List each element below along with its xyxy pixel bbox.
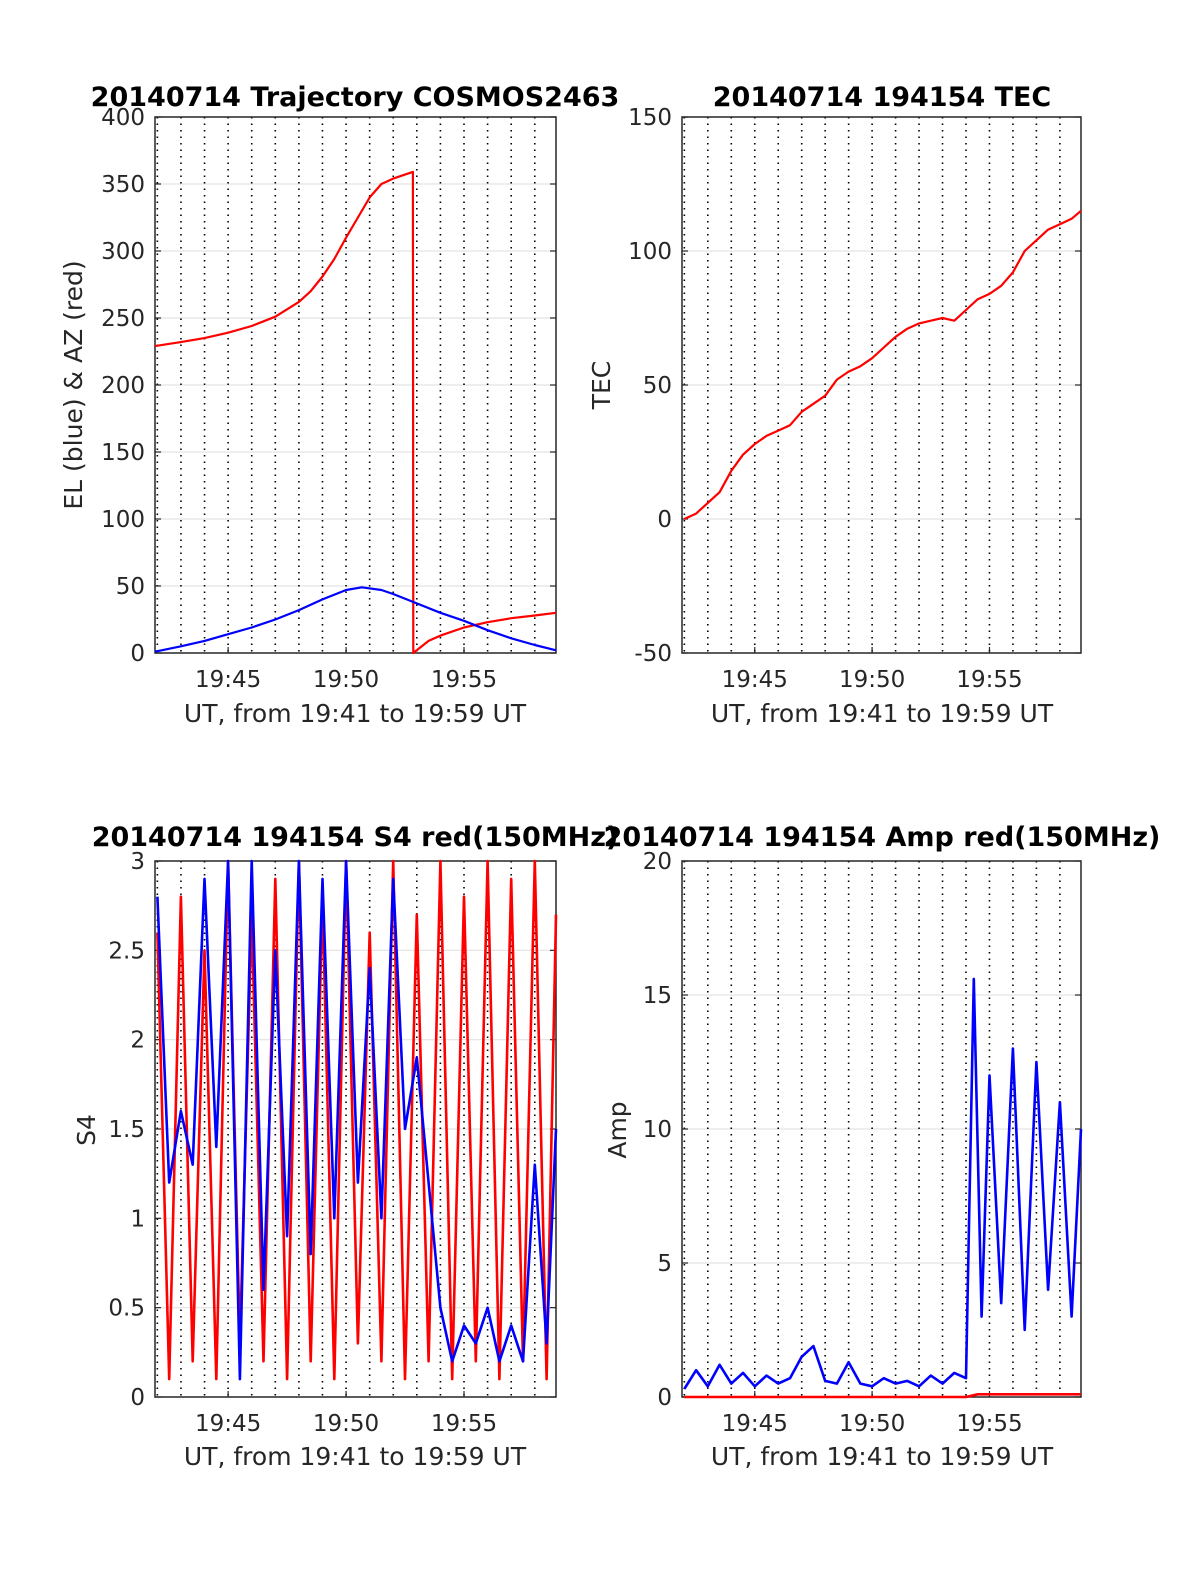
trajectory-ytick-label: 350 xyxy=(101,172,145,198)
amp-ytick-label: 15 xyxy=(643,983,672,1009)
amp-title: 20140714 194154 Amp red(150MHz) xyxy=(604,822,1161,853)
amp-xtick-label: 19:45 xyxy=(722,1411,788,1437)
s4-title: 20140714 194154 S4 red(150MHz) xyxy=(92,822,619,853)
s4-ytick-label: 2 xyxy=(130,1028,145,1054)
s4-series-1-line xyxy=(156,859,558,1381)
s4-panel: 20140714 194154 S4 red(150MHz) UT, from … xyxy=(72,822,618,1471)
amp-x-label: UT, from 19:41 to 19:59 UT xyxy=(711,1442,1054,1471)
amp-ytick-label: 20 xyxy=(643,849,672,875)
tec-title: 20140714 194154 TEC xyxy=(713,82,1052,113)
tec-xtick-label: 19:45 xyxy=(722,667,788,693)
tec-ytick-label: 50 xyxy=(643,373,672,399)
trajectory-series-0-line xyxy=(154,170,557,655)
tec-ytick-label: 0 xyxy=(657,507,672,533)
tec-ytick-label: -50 xyxy=(634,641,672,667)
trajectory-x-label: UT, from 19:41 to 19:59 UT xyxy=(184,699,527,728)
trajectory-ytick-label: 300 xyxy=(101,239,145,265)
trajectory-ytick-label: 200 xyxy=(101,373,145,399)
trajectory-y-label: EL (blue) & AZ (red) xyxy=(59,260,88,509)
trajectory-ytick-label: 150 xyxy=(101,440,145,466)
tec-y-label: TEC xyxy=(587,361,616,411)
trajectory-ytick-label: 100 xyxy=(101,507,145,533)
trajectory-xtick-label: 19:50 xyxy=(313,667,379,693)
amp-y-label: Amp xyxy=(603,1101,632,1158)
tec-series-0-line xyxy=(683,209,1082,521)
amp-xtick-label: 19:55 xyxy=(956,1411,1022,1437)
trajectory-ytick-label: 400 xyxy=(101,105,145,131)
trajectory-xtick-label: 19:45 xyxy=(195,667,261,693)
amp-ytick-label: 10 xyxy=(643,1117,672,1143)
trajectory-ytick-label: 0 xyxy=(130,641,145,667)
s4-ytick-label: 3 xyxy=(130,849,145,875)
amp-series-0-line xyxy=(684,1393,1081,1399)
tec-ytick-label: 150 xyxy=(628,105,672,131)
s4-x-label: UT, from 19:41 to 19:59 UT xyxy=(184,1442,527,1471)
s4-y-label: S4 xyxy=(72,1114,101,1146)
s4-xtick-label: 19:55 xyxy=(431,1411,497,1437)
s4-ytick-label: 1.5 xyxy=(108,1117,145,1143)
amp-ytick-label: 5 xyxy=(657,1251,672,1277)
amp-series-1-line xyxy=(683,977,1083,1390)
trajectory-ytick-label: 250 xyxy=(101,306,145,332)
amp-ytick-label: 0 xyxy=(657,1385,672,1411)
tec-ytick-label: 100 xyxy=(628,239,672,265)
trajectory-series-1-line xyxy=(154,586,557,653)
s4-ytick-label: 1 xyxy=(130,1206,145,1232)
s4-ytick-label: 0.5 xyxy=(108,1296,145,1322)
trajectory-panel: 20140714 Trajectory COSMOS2463 UT, from … xyxy=(59,82,619,728)
s4-xtick-label: 19:50 xyxy=(313,1411,379,1437)
tec-x-label: UT, from 19:41 to 19:59 UT xyxy=(711,699,1054,728)
s4-xtick-label: 19:45 xyxy=(195,1411,261,1437)
s4-ytick-label: 2.5 xyxy=(108,938,145,964)
trajectory-ytick-label: 50 xyxy=(116,574,145,600)
tec-xtick-label: 19:55 xyxy=(956,667,1022,693)
trajectory-xtick-label: 19:55 xyxy=(431,667,497,693)
trajectory-title: 20140714 Trajectory COSMOS2463 xyxy=(91,82,620,113)
s4-series-0-line xyxy=(156,859,558,1381)
tec-xtick-label: 19:50 xyxy=(839,667,905,693)
s4-ytick-label: 0 xyxy=(130,1385,145,1411)
amp-xtick-label: 19:50 xyxy=(839,1411,905,1437)
tec-panel: 20140714 194154 TEC UT, from 19:41 to 19… xyxy=(587,82,1082,728)
amp-panel: 20140714 194154 Amp red(150MHz) UT, from… xyxy=(603,822,1160,1471)
